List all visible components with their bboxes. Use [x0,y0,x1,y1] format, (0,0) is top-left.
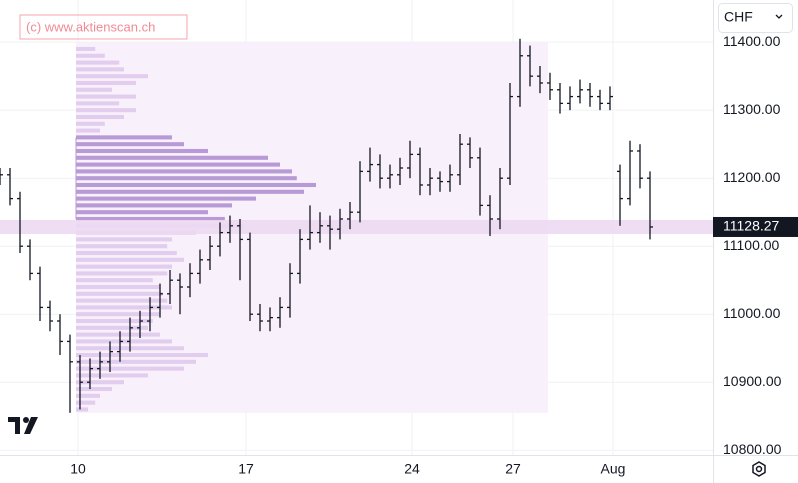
profile-bar [76,386,112,392]
profile-bar [76,94,136,99]
profile-bar [76,74,148,79]
plot [0,0,713,455]
profile-bar [76,380,124,385]
last-price-band [0,219,713,234]
profile-bar [76,155,268,160]
last-price-box [713,216,798,237]
profile-bar [76,298,168,303]
profile-bar [76,67,124,72]
profile-bar [76,121,105,126]
profile-bar [76,176,297,181]
profile-bar [76,162,280,167]
y-tick-label: 10900.00 [723,373,782,389]
profile-bar [76,352,208,358]
y-tick-label: 11200.00 [723,169,781,185]
profile-bar [76,257,184,262]
last-price-label: 11128.27 [723,218,780,234]
profile-bar [76,196,256,201]
profile-bar [76,400,96,405]
profile-bar [76,135,172,140]
profile-bar [76,339,172,344]
y-tick-label: 11300.00 [723,101,781,117]
profile-bar [76,325,148,330]
profile-bar [76,216,225,222]
x-tick-label: 24 [404,461,420,477]
watermark-box [19,14,188,40]
profile-bar [76,393,100,398]
profile-bar [76,128,100,133]
profile-bar [76,108,136,113]
profile-bar [76,46,96,52]
profile-bar [76,169,292,174]
profile-bar [76,114,124,120]
profile-bar [76,264,172,269]
profile-bar [76,148,208,154]
profile-bar [76,291,163,296]
profile-bar [76,189,304,194]
y-tick-label: 11000.00 [723,305,781,321]
profile-bar [76,80,136,86]
y-tick-label: 10800.00 [723,441,782,457]
profile-bar [76,210,208,215]
profile-bar [76,244,168,249]
profile-bar [76,318,153,324]
profile-bar [76,407,88,412]
currency-label[interactable]: CHF [724,9,753,25]
profile-bar [76,237,172,242]
profile-bar [76,142,184,147]
profile-bar [76,332,160,337]
profile-bar [76,60,120,65]
x-tick-label: Aug [601,461,626,477]
profile-bar [76,305,172,310]
profile-bar [76,250,177,256]
profile-bar [76,373,148,378]
dropdown-icon[interactable] [775,14,783,19]
logo [8,417,38,434]
profile-bar [76,53,105,58]
x-tick-label: 10 [70,461,86,477]
profile-bar [76,359,196,364]
profile-bar [76,284,160,290]
x-tick-label: 17 [238,461,254,477]
y-tick-label: 11100.00 [723,237,780,253]
profile-bar [76,182,316,188]
profile-bar [76,87,112,92]
profile-bar [76,278,153,283]
settings-icon[interactable] [752,461,766,477]
profile-bar [76,101,120,106]
profile-bar [76,312,160,317]
profile-bar [76,203,232,208]
y-tick-label: 11400.00 [723,33,781,49]
currency-select[interactable] [718,3,793,33]
watermark: (c) www.aktienscan.ch [26,19,155,34]
profile-bar [76,366,184,371]
x-tick-label: 27 [505,461,521,477]
profile-bar [76,271,168,276]
